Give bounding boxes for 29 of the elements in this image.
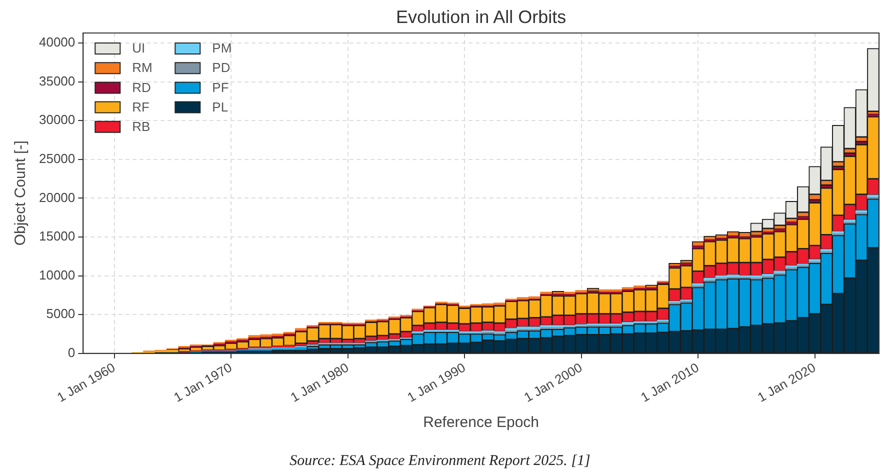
x-axis-title: Reference Epoch xyxy=(423,414,540,432)
x-tick-label: 1 Jan 2020 xyxy=(754,360,818,405)
x-tick-label: 1 Jan 1980 xyxy=(288,360,352,405)
x-tick-label: 1 Jan 2000 xyxy=(521,360,585,405)
y-tick-label: 35000 xyxy=(38,73,76,88)
legend-label: PD xyxy=(212,60,230,76)
y-tick-label: 10000 xyxy=(38,267,76,282)
legend-label: RD xyxy=(132,80,151,95)
chart-title: Evolution in All Orbits xyxy=(396,6,566,27)
legend-label: PM xyxy=(212,40,232,56)
legend-label: RM xyxy=(132,60,152,76)
y-tick-label: 40000 xyxy=(38,34,76,50)
y-tick-label: 20000 xyxy=(38,190,76,205)
y-axis-title: Object Count [-] xyxy=(12,140,30,246)
legend-label: RF xyxy=(132,99,150,114)
source-note: Source: ESA Space Environment Report 2025. [1] xyxy=(288,452,592,470)
y-tick-label: 0 xyxy=(68,344,76,360)
legend-label: PL xyxy=(212,99,228,114)
legend-label: UI xyxy=(132,40,146,56)
x-tick-label: 1 Jan 1990 xyxy=(404,360,468,405)
y-tick-label: 5000 xyxy=(46,306,76,322)
y-tick-label: 15000 xyxy=(38,228,76,244)
x-tick-label: 1 Jan 1970 xyxy=(171,360,234,405)
y-tick-label: 25000 xyxy=(38,151,76,166)
x-tick-label: 1 Jan 2010 xyxy=(638,360,702,405)
y-tick-label: 30000 xyxy=(38,112,76,128)
legend-label: RB xyxy=(132,118,150,134)
x-tick-label: 1 Jan 1960 xyxy=(54,360,118,405)
legend-label: PF xyxy=(212,80,229,95)
